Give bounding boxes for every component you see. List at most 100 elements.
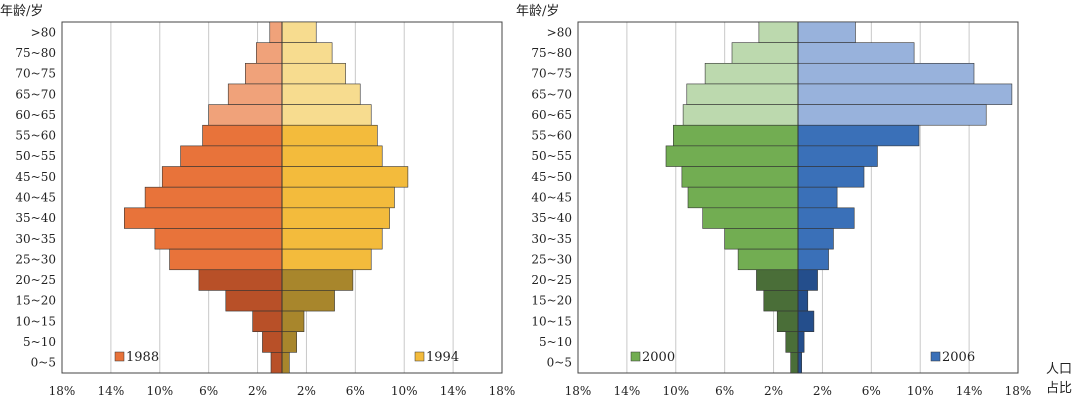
- x-tick-label: 10%: [391, 384, 418, 398]
- bar-2000-40~45: [687, 186, 799, 209]
- y-tick-label: 30~35: [531, 232, 572, 246]
- bar-1988-25~30: [169, 248, 283, 271]
- x-tick-label: 18%: [1005, 384, 1032, 398]
- bar-1988-50~55: [180, 145, 283, 167]
- bar-1988-5~10: [262, 331, 283, 353]
- x-tick-label: 6%: [862, 384, 881, 398]
- y-tick-label: 15~20: [15, 294, 56, 308]
- y-tick-label: 5~10: [539, 335, 572, 349]
- legend-label-2000: 2000: [642, 350, 675, 365]
- bar-2000-0~5: [790, 352, 799, 374]
- bar-2000-5~10: [785, 331, 799, 353]
- x-tick-label: 2%: [248, 384, 267, 398]
- y-tick-label: 20~25: [15, 273, 56, 287]
- legend-swatch-2000: [630, 351, 641, 362]
- y-tick-label: 55~60: [15, 129, 56, 143]
- y-axis-title: 年龄/岁: [0, 4, 43, 19]
- bar-2006-60~65: [797, 104, 987, 126]
- y-axis-title: 年龄/岁: [516, 4, 559, 19]
- legend-label-1994: 1994: [426, 350, 459, 365]
- legend-swatch-2006: [930, 351, 941, 362]
- bar-1988-40~45: [144, 186, 283, 209]
- y-tick-label: >80: [547, 25, 572, 39]
- y-tick-label: 50~55: [15, 149, 56, 163]
- bar-2000-25~30: [737, 248, 799, 271]
- x-tick-label: 10%: [662, 384, 689, 398]
- y-tick-label: 25~30: [531, 252, 572, 266]
- bar-1988-30~35: [154, 228, 283, 250]
- bar-2006->80: [797, 21, 856, 43]
- y-tick-label: 70~75: [531, 67, 572, 81]
- y-tick-label: 75~80: [15, 46, 56, 60]
- legend-label-2006: 2006: [942, 350, 975, 365]
- y-tick-label: 5~10: [23, 335, 56, 349]
- bar-1994-30~35: [281, 228, 383, 250]
- y-tick-label: 50~55: [531, 149, 572, 163]
- bar-1988-20~25: [198, 269, 283, 291]
- bar-1994-10~15: [281, 310, 305, 333]
- bar-2006-50~55: [797, 145, 878, 167]
- bar-1988-75~80: [256, 42, 283, 64]
- bar-1994-50~55: [281, 145, 383, 167]
- bar-2006-40~45: [797, 186, 838, 209]
- x-tick-label: 2%: [297, 384, 316, 398]
- bar-2000-55~60: [673, 124, 799, 147]
- bar-2000-60~65: [682, 104, 799, 126]
- bar-1994-70~75: [281, 62, 346, 85]
- y-tick-label: 45~50: [531, 170, 572, 184]
- x-tick-label: 14%: [440, 384, 467, 398]
- x-tick-label: 14%: [614, 384, 641, 398]
- bar-2006-25~30: [797, 248, 829, 271]
- x-tick-label: 2%: [813, 384, 832, 398]
- y-tick-label: 70~75: [15, 67, 56, 81]
- bar-1988-15~20: [225, 290, 283, 312]
- x-tick-label: 2%: [764, 384, 783, 398]
- y-tick-label: 35~40: [531, 211, 572, 225]
- bar-1994->80: [281, 21, 317, 43]
- legend-swatch-1994: [414, 351, 425, 362]
- legend-label-1988: 1988: [126, 350, 159, 365]
- y-tick-label: 60~65: [15, 108, 56, 122]
- x-tick-label: 14%: [98, 384, 125, 398]
- bar-2006-10~15: [797, 310, 815, 333]
- bar-2006-45~50: [797, 166, 865, 188]
- bar-1994-40~45: [281, 186, 395, 209]
- bar-1988-35~40: [124, 207, 283, 229]
- x-tick-label: 6%: [715, 384, 734, 398]
- y-tick-label: 60~65: [531, 108, 572, 122]
- y-tick-label: 0~5: [547, 356, 572, 370]
- bar-1994-75~80: [281, 42, 333, 64]
- bar-1994-60~65: [281, 104, 372, 126]
- x-tick-label: 6%: [199, 384, 218, 398]
- bar-1994-35~40: [281, 207, 390, 229]
- x-tick-label: 10%: [907, 384, 934, 398]
- legend-swatch-1988: [114, 351, 125, 362]
- y-tick-label: 0~5: [31, 356, 56, 370]
- x-tick-label: 6%: [346, 384, 365, 398]
- bar-2000-30~35: [724, 228, 799, 250]
- bar-2006-70~75: [797, 62, 975, 85]
- y-tick-label: 25~30: [15, 252, 56, 266]
- bar-2000-75~80: [731, 42, 799, 64]
- y-tick-label: 30~35: [15, 232, 56, 246]
- y-tick-label: 55~60: [531, 129, 572, 143]
- y-tick-label: 40~45: [531, 191, 572, 205]
- bar-1988-10~15: [252, 310, 283, 333]
- bar-2000->80: [758, 21, 799, 43]
- bar-2006-5~10: [797, 331, 805, 353]
- x-tick-label: 10%: [146, 384, 173, 398]
- bar-1988-70~75: [245, 62, 283, 85]
- y-tick-label: 15~20: [531, 294, 572, 308]
- bar-1988-55~60: [202, 124, 283, 147]
- bar-2006-55~60: [797, 124, 920, 147]
- x-tick-label: 18%: [49, 384, 76, 398]
- bar-1994-55~60: [281, 124, 378, 147]
- y-tick-label: 65~70: [531, 87, 572, 101]
- bar-2000-65~70: [686, 83, 799, 105]
- y-tick-label: 40~45: [15, 191, 56, 205]
- bar-1994-5~10: [281, 331, 297, 353]
- y-tick-label: 10~15: [15, 314, 56, 328]
- y-tick-label: 35~40: [15, 211, 56, 225]
